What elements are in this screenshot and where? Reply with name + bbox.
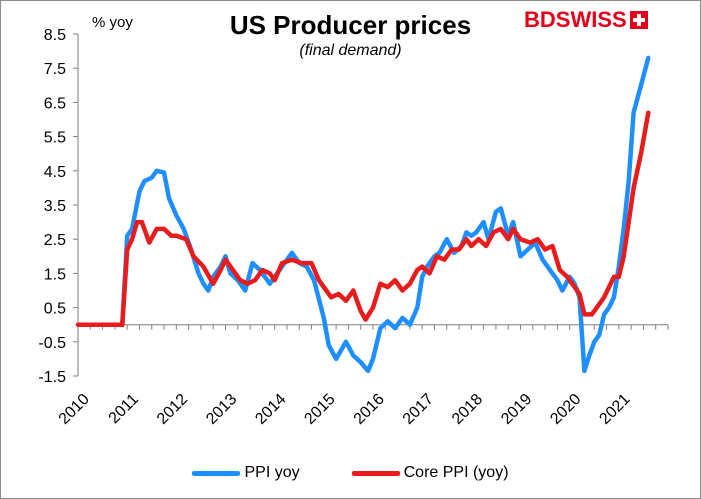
x-tick-label: 2017 xyxy=(400,391,437,428)
legend-label-core: Core PPI (yoy) xyxy=(403,464,509,481)
x-tick-label: 2018 xyxy=(449,391,486,428)
legend-swatch-ppi xyxy=(192,470,241,476)
x-tick-label: 2015 xyxy=(301,391,338,428)
y-tick-label: -1.5 xyxy=(38,369,66,386)
y-tick-label: 6.5 xyxy=(44,95,66,112)
x-tick-label: 2020 xyxy=(547,391,584,428)
chart-subtitle: (final demand) xyxy=(299,42,402,59)
legend-item-ppi: PPI yoy xyxy=(192,464,300,482)
x-tick-label: 2012 xyxy=(154,391,191,428)
x-tick-label: 2021 xyxy=(596,391,633,428)
y-tick-label: -0.5 xyxy=(38,335,66,352)
x-tick-label: 2019 xyxy=(498,391,535,428)
x-tick-label: 2016 xyxy=(351,391,388,428)
bdswiss-logo: BDSWISS xyxy=(524,7,648,32)
x-tick-label: 2014 xyxy=(252,391,289,428)
y-tick-label: 4.5 xyxy=(44,164,66,181)
x-tick-label: 2011 xyxy=(106,391,142,427)
y-tick-label: 0.5 xyxy=(44,301,66,318)
legend-item-core: Core PPI (yoy) xyxy=(351,464,509,482)
y-tick-label: 5.5 xyxy=(44,130,66,147)
series-layer xyxy=(75,55,651,374)
y-tick-label: 1.5 xyxy=(44,266,66,283)
logo-text: BDSWISS xyxy=(524,7,627,32)
y-axis-unit-label: % yoy xyxy=(92,14,133,31)
x-tick-label: 2010 xyxy=(56,391,93,428)
y-tick-label: 3.5 xyxy=(44,198,66,215)
swiss-cross-icon xyxy=(629,11,648,29)
legend: PPI yoy Core PPI (yoy) xyxy=(0,464,701,482)
x-tick-label: 2013 xyxy=(203,391,240,428)
y-tick-label: 7.5 xyxy=(44,61,66,78)
y-tick-label: 2.5 xyxy=(44,232,66,249)
series-line-core-ppi xyxy=(75,110,651,327)
series-line-ppi xyxy=(75,55,651,374)
y-tick-label: 8.5 xyxy=(44,27,66,44)
chart-title: US Producer prices xyxy=(229,10,472,40)
legend-swatch-core xyxy=(351,470,400,476)
legend-label-ppi: PPI yoy xyxy=(244,464,300,481)
